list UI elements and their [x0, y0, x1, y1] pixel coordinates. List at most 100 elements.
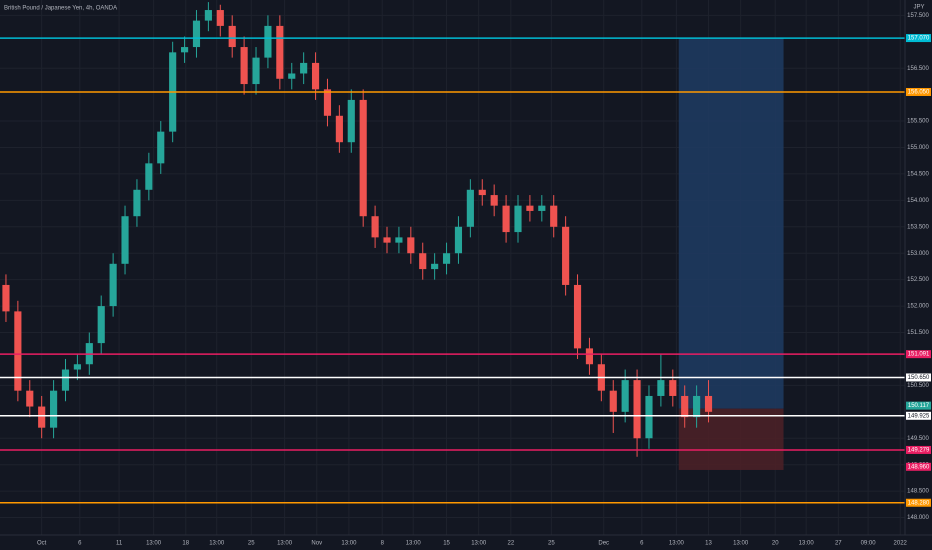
price-tag	[906, 401, 931, 410]
candle-body	[26, 390, 34, 407]
candle-body	[276, 25, 284, 79]
candle-body	[514, 205, 522, 233]
candle-body	[371, 216, 379, 238]
candle-body	[419, 253, 427, 270]
candle-body	[657, 380, 665, 396]
y-tick-label: 154.500	[907, 172, 929, 178]
price-tag	[906, 411, 931, 420]
y-tick-label: 152.500	[907, 277, 929, 283]
candle-body	[300, 62, 308, 74]
candle-body	[192, 20, 201, 48]
candle-body	[478, 189, 486, 196]
price-tag	[906, 350, 931, 359]
candle-body	[204, 10, 212, 21]
x-tick-label: 13:00	[799, 541, 815, 547]
x-tick-label: 22	[508, 541, 515, 547]
candle-body	[61, 369, 70, 391]
candle-body	[228, 25, 236, 48]
candle-body	[157, 131, 165, 164]
candle-body	[681, 395, 689, 418]
x-tick-label: Nov	[311, 541, 322, 547]
candle-body	[252, 57, 260, 85]
y-tick-label: 155.000	[907, 145, 929, 151]
candle-body	[383, 237, 391, 243]
candle-body	[73, 364, 81, 370]
candle-body	[621, 380, 629, 412]
x-tick-label: 27	[835, 541, 842, 547]
candle-body	[121, 216, 129, 264]
candle-body	[311, 62, 320, 90]
candle-body	[216, 10, 224, 26]
x-tick-label: 13:00	[406, 541, 422, 547]
candle-body	[145, 163, 153, 190]
candle-body	[38, 406, 46, 428]
candle-body	[240, 47, 248, 85]
y-tick-label: 157.500	[907, 13, 929, 19]
x-tick-label: 13	[705, 541, 712, 547]
currency-label: JPY	[913, 5, 924, 11]
price-tag-label: 150.650	[908, 375, 930, 381]
price-tag	[906, 34, 931, 43]
candle-body	[562, 226, 570, 285]
price-tag-label: 149.279	[908, 448, 930, 454]
price-tag-label: 156.050	[908, 90, 930, 96]
candle-body	[288, 73, 296, 79]
candle-body	[490, 195, 498, 206]
candle-body	[669, 380, 677, 396]
x-tick-label: 20	[772, 541, 779, 547]
price-tag	[906, 462, 931, 471]
x-tick-label: 6	[78, 541, 82, 547]
x-tick-label: 6	[640, 541, 644, 547]
price-tag-label: 151.091	[908, 352, 930, 358]
x-tick-label: 15	[443, 541, 450, 547]
x-tick-label: 13:00	[471, 541, 487, 547]
x-tick-label: 8	[381, 541, 385, 547]
y-tick-label: 152.000	[907, 304, 929, 310]
y-tick-label: 148.500	[907, 489, 929, 495]
candle-body	[97, 306, 105, 344]
candle-body	[585, 348, 594, 365]
candle-body	[704, 395, 713, 412]
candle-body	[693, 395, 701, 418]
y-tick-label: 156.500	[907, 66, 929, 72]
y-tick-label: 150.500	[907, 383, 929, 389]
candle-body	[550, 205, 558, 227]
profit-zone	[678, 38, 784, 409]
x-tick-label: 13:00	[669, 541, 685, 547]
candle-body	[633, 380, 641, 439]
candle-body	[323, 89, 332, 116]
candle-body	[538, 205, 546, 211]
price-tag	[906, 445, 931, 454]
candle-body	[50, 390, 58, 428]
price-tag-label: 149.925	[908, 413, 930, 419]
x-tick-label: 25	[548, 541, 555, 547]
x-tick-label: 13:00	[277, 541, 293, 547]
price-tag-label: 148.960	[908, 464, 930, 470]
x-tick-label: Dec	[598, 541, 609, 547]
candle-body	[264, 25, 272, 58]
x-tick-label: 25	[248, 541, 255, 547]
y-tick-label: 151.500	[907, 330, 929, 336]
price-tag	[906, 373, 931, 382]
candle-body	[609, 390, 617, 412]
x-tick-label: 13:00	[146, 541, 162, 547]
x-tick-label: 2022	[894, 541, 908, 547]
x-tick-label: 13:00	[341, 541, 357, 547]
candle-body	[573, 284, 582, 349]
x-tick-label: Oct	[37, 541, 47, 547]
candle-body	[2, 284, 10, 312]
loss-zone	[678, 408, 784, 470]
x-tick-label: 13:00	[733, 541, 749, 547]
candle-body	[645, 395, 653, 439]
y-tick-label: 153.000	[907, 251, 929, 257]
candle-body	[133, 189, 141, 217]
candle-body	[109, 263, 117, 307]
x-tick-label: 18	[182, 541, 189, 547]
candle-body	[526, 205, 534, 211]
y-tick-label: 153.500	[907, 224, 929, 230]
candle-body	[502, 205, 510, 233]
candle-body	[442, 253, 451, 264]
